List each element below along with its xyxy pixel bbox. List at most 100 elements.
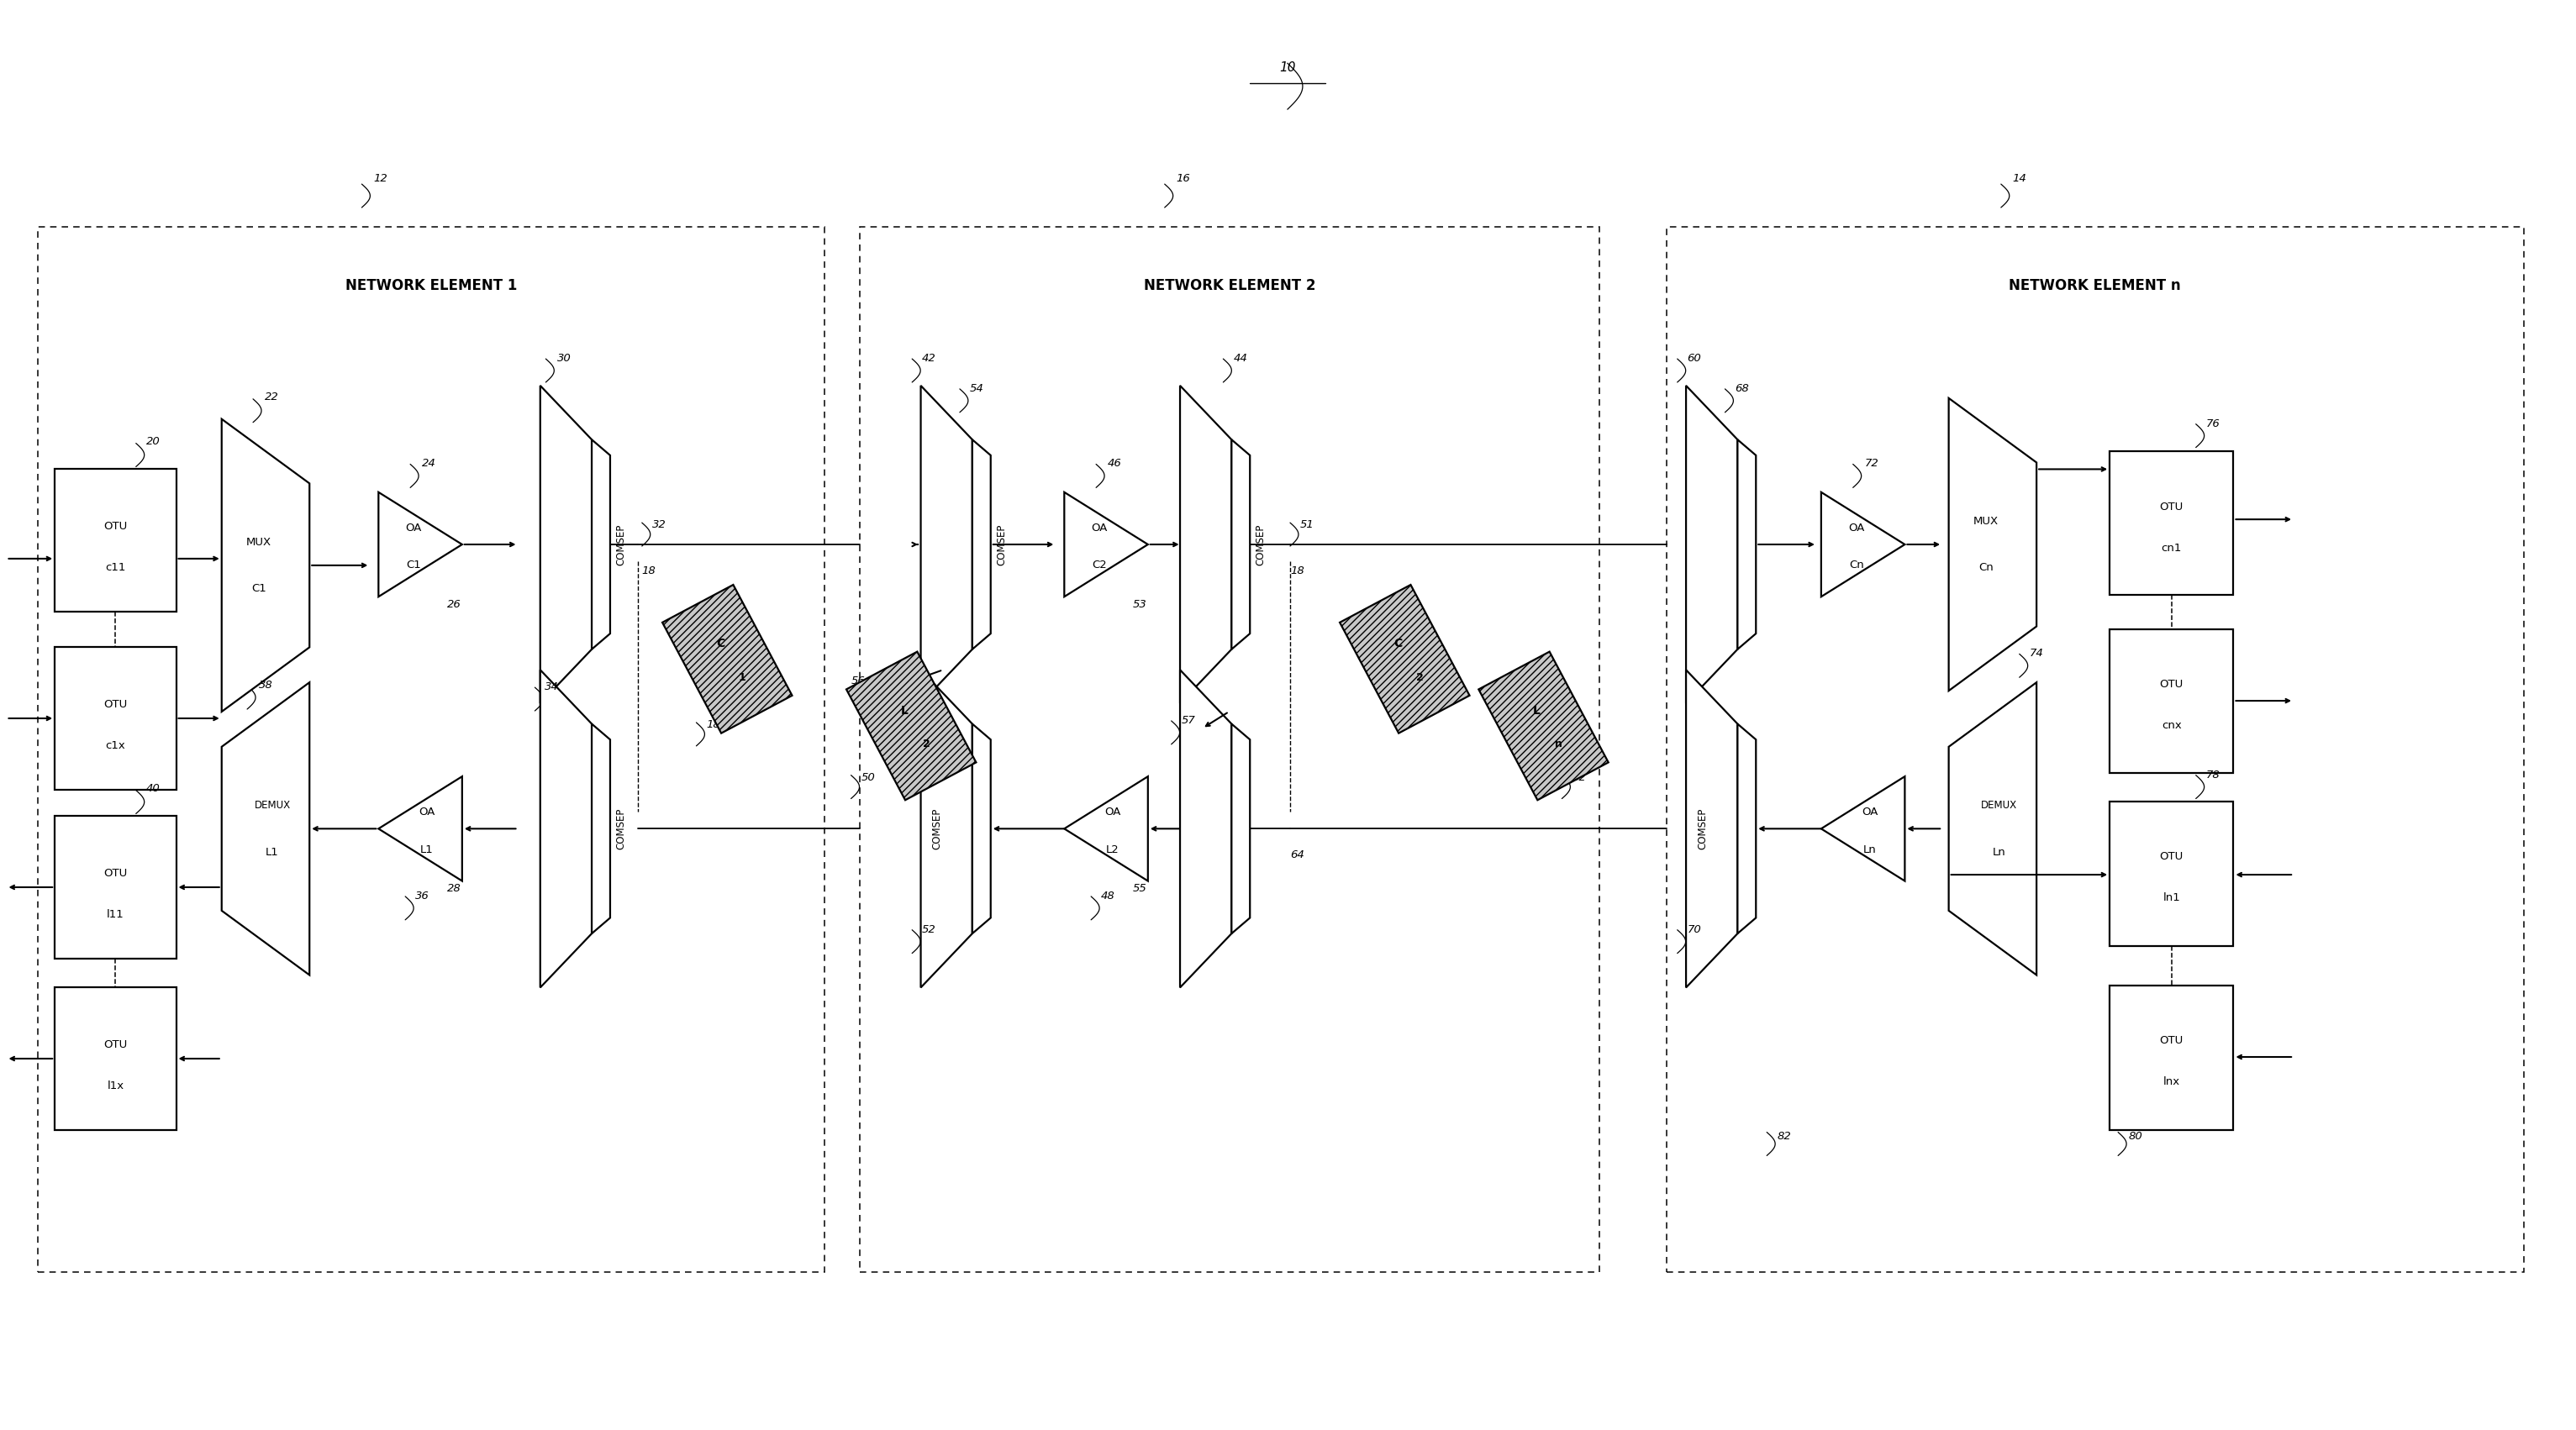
Text: C: C	[716, 638, 724, 649]
Text: L1: L1	[420, 844, 433, 855]
Text: OA: OA	[1847, 522, 1865, 533]
Text: COMSEP: COMSEP	[616, 808, 626, 849]
Polygon shape	[379, 492, 461, 596]
Text: 2: 2	[922, 739, 930, 749]
Text: 40: 40	[147, 782, 160, 794]
Polygon shape	[1340, 585, 1468, 734]
Polygon shape	[379, 776, 461, 881]
Text: 1: 1	[739, 672, 747, 684]
Bar	[860, 227, 1600, 1271]
Polygon shape	[1739, 724, 1757, 934]
Polygon shape	[1180, 669, 1231, 988]
Text: c11: c11	[106, 562, 126, 573]
Bar	[2110, 985, 2233, 1130]
Text: OTU: OTU	[2159, 1035, 2184, 1045]
Text: MUX: MUX	[247, 536, 270, 548]
Text: 55: 55	[1133, 882, 1146, 894]
Polygon shape	[592, 724, 611, 934]
Text: 22: 22	[265, 392, 278, 402]
Bar	[54, 469, 175, 612]
Polygon shape	[1064, 492, 1149, 596]
Text: 78: 78	[2205, 769, 2221, 781]
Text: 18: 18	[641, 565, 657, 576]
Text: 64: 64	[1291, 849, 1303, 861]
Polygon shape	[1687, 386, 1739, 704]
Text: OA: OA	[1862, 807, 1878, 818]
Text: 51: 51	[1301, 519, 1314, 531]
Text: OTU: OTU	[103, 699, 126, 709]
Text: 28: 28	[448, 882, 461, 894]
Polygon shape	[920, 386, 971, 704]
Bar	[54, 988, 175, 1130]
Polygon shape	[920, 669, 971, 988]
Text: 54: 54	[969, 383, 984, 393]
Polygon shape	[1739, 439, 1757, 649]
Polygon shape	[1180, 386, 1231, 704]
Text: 16: 16	[1177, 173, 1190, 184]
Polygon shape	[1821, 492, 1904, 596]
Text: COMSEP: COMSEP	[933, 808, 943, 849]
Text: 74: 74	[2030, 648, 2043, 659]
Text: 53: 53	[1133, 599, 1146, 609]
Text: 38: 38	[258, 679, 273, 691]
Bar	[54, 817, 175, 958]
Polygon shape	[1687, 669, 1739, 988]
Text: COMSEP: COMSEP	[1698, 808, 1708, 849]
Text: L: L	[902, 705, 909, 716]
Text: ln1: ln1	[2164, 892, 2179, 904]
Polygon shape	[222, 682, 309, 975]
Text: 48: 48	[1100, 891, 1115, 901]
Text: 36: 36	[415, 891, 430, 901]
Polygon shape	[1231, 724, 1249, 934]
Text: OTU: OTU	[103, 868, 126, 878]
Polygon shape	[662, 585, 793, 734]
Text: 12: 12	[374, 173, 386, 184]
Text: c1x: c1x	[106, 741, 126, 751]
Text: NETWORK ELEMENT 2: NETWORK ELEMENT 2	[1144, 277, 1316, 293]
Text: OA: OA	[1105, 807, 1121, 818]
Text: 50: 50	[860, 772, 876, 782]
Text: 46: 46	[1108, 458, 1121, 469]
Text: l1x: l1x	[108, 1081, 124, 1091]
Text: 18: 18	[706, 719, 721, 731]
Bar	[1667, 227, 2524, 1271]
Text: 68: 68	[1736, 383, 1749, 393]
Text: 24: 24	[422, 458, 435, 469]
Text: 14: 14	[2012, 173, 2027, 184]
Text: 2: 2	[1417, 672, 1425, 684]
Text: C1: C1	[407, 561, 420, 571]
Text: 34: 34	[546, 682, 559, 692]
Text: C1: C1	[252, 583, 265, 595]
Text: DEMUX: DEMUX	[1981, 799, 2017, 811]
Text: l11: l11	[106, 909, 124, 921]
Text: OTU: OTU	[103, 1040, 126, 1050]
Bar	[2110, 629, 2233, 772]
Polygon shape	[1947, 398, 2038, 691]
Text: 32: 32	[652, 519, 667, 531]
Text: 18: 18	[1291, 565, 1303, 576]
Text: COMSEP: COMSEP	[997, 523, 1007, 565]
Text: OA: OA	[404, 522, 422, 533]
Text: NETWORK ELEMENT n: NETWORK ELEMENT n	[2009, 277, 2182, 293]
Polygon shape	[1947, 682, 2038, 975]
Text: 70: 70	[1687, 924, 1700, 935]
Text: 76: 76	[2205, 418, 2221, 429]
Text: Cn: Cn	[1850, 561, 1865, 571]
Text: 44: 44	[1234, 353, 1247, 363]
Polygon shape	[541, 669, 592, 988]
Text: Ln: Ln	[1994, 847, 2007, 858]
Polygon shape	[592, 439, 611, 649]
Text: OTU: OTU	[2159, 851, 2184, 862]
Text: OA: OA	[420, 807, 435, 818]
Bar	[2110, 450, 2233, 595]
Polygon shape	[1479, 652, 1607, 799]
Text: OA: OA	[1092, 522, 1108, 533]
Text: 56: 56	[850, 675, 866, 686]
Text: C: C	[1394, 638, 1401, 649]
Text: 26: 26	[448, 599, 461, 609]
Polygon shape	[541, 386, 592, 704]
Bar	[2110, 802, 2233, 945]
Polygon shape	[1821, 776, 1904, 881]
Text: 20: 20	[147, 436, 160, 446]
Text: 52: 52	[922, 924, 935, 935]
